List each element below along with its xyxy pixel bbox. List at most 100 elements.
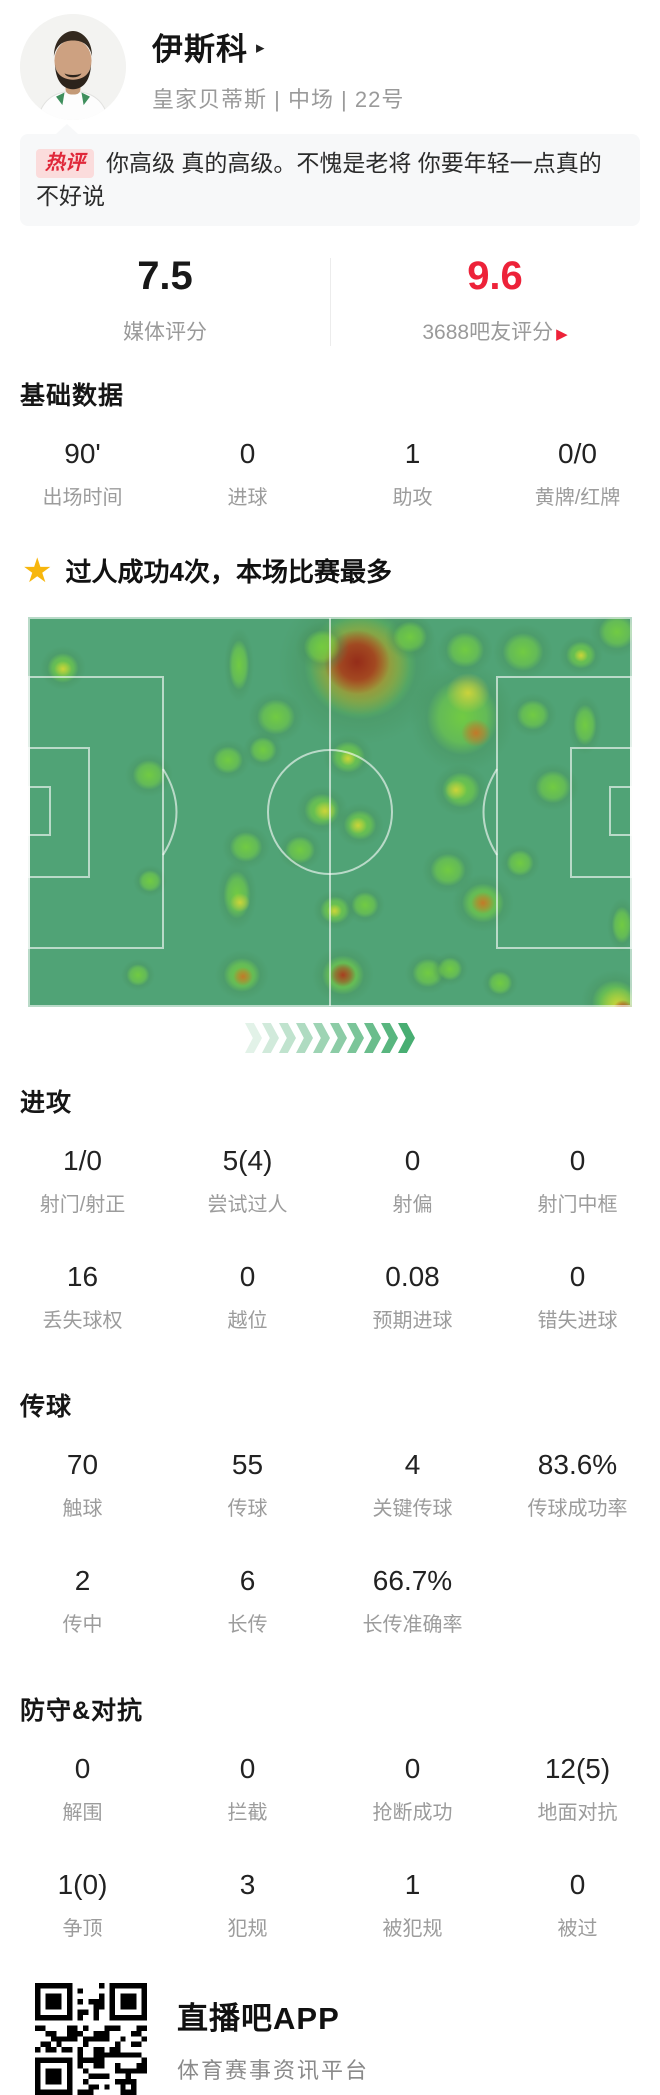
chevron-icon (313, 1023, 330, 1053)
stat-label: 犯规 (227, 1918, 268, 1940)
stat-value: 0 (239, 438, 256, 469)
stat-row: 16 丢失球权 0 越位 0.08 预期进球 0 错失进球 (0, 1261, 660, 1333)
stat-value: 55 (231, 1449, 264, 1480)
qr-code (35, 1983, 147, 2095)
fans-rating-value: 9.6 (467, 254, 523, 298)
stat-label: 被过 (557, 1918, 598, 1940)
player-avatar[interactable] (20, 14, 126, 120)
section-title-defense: 防守&对抗 (20, 1697, 144, 1725)
stat-犯规: 3 犯规 (165, 1869, 330, 1941)
chevron-icon (279, 1023, 296, 1053)
stat-关键传球: 4 关键传球 (330, 1449, 495, 1521)
chevron-icon (262, 1023, 279, 1053)
section-title-basic: 基础数据 (20, 382, 125, 410)
stat-value: 0 (404, 1753, 421, 1784)
stat-value: 0 (569, 1261, 586, 1292)
stat-label: 射偏 (392, 1194, 433, 1216)
stat-value: 1(0) (57, 1869, 108, 1900)
ratings-divider (330, 258, 331, 346)
stat-value: 0 (239, 1261, 256, 1292)
stat-value: 0.08 (385, 1261, 440, 1292)
stat-label: 长传 (227, 1614, 268, 1636)
stat-value: 66.7% (372, 1565, 453, 1596)
stat-label: 争顶 (62, 1918, 103, 1940)
stat-射偏: 0 射偏 (330, 1145, 495, 1217)
player-heatmap (28, 617, 632, 1007)
stat-value: 70 (66, 1449, 99, 1480)
stat-value: 1 (404, 1869, 421, 1900)
stat-label: 黄牌/红牌 (534, 487, 621, 509)
stat-label: 关键传球 (372, 1498, 453, 1520)
player-name: 伊斯科 (152, 32, 248, 67)
stat-value: 0/0 (558, 438, 597, 469)
stat-value: 2 (74, 1565, 91, 1596)
stat-尝试过人: 5(4) 尝试过人 (165, 1145, 330, 1217)
stat-label: 助攻 (392, 487, 433, 509)
section-defense: 防守&对抗 0 解围 0 拦截 0 抢断成功 12(5) 地面对抗 1(0) 争顶 3 犯规 1 被犯规 0 被… (0, 1691, 660, 1941)
stat-label: 长传准确率 (362, 1614, 463, 1636)
stat-row: 70 触球 55 传球 4 关键传球 83.6% 传球成功率 (0, 1449, 660, 1521)
media-rating: 7.5 媒体评分 (0, 254, 330, 346)
hot-comment-badge: 热评 (36, 149, 94, 178)
basic-data-section: 基础数据 90' 出场时间 0 进球 1 助攻 0/0 黄牌/红牌 (0, 376, 660, 510)
stat-label: 出场时间 (42, 487, 123, 509)
chevron-divider (245, 1023, 415, 1053)
stat-label: 预期进球 (372, 1310, 453, 1332)
stat-被犯规: 1 被犯规 (330, 1869, 495, 1941)
stat-label: 传中 (62, 1614, 103, 1636)
stat-预期进球: 0.08 预期进球 (330, 1261, 495, 1333)
stat-传球成功率: 83.6% 传球成功率 (495, 1449, 660, 1521)
fans-rating[interactable]: 9.6 3688吧友评分 ▶ (330, 254, 660, 346)
chevron-icon (296, 1023, 313, 1053)
stat-错失进球: 0 错失进球 (495, 1261, 660, 1333)
stat-射门/射正: 1/0 射门/射正 (0, 1145, 165, 1217)
stat-label: 射门/射正 (39, 1194, 126, 1216)
player-meta: 皇家贝蒂斯 | 中场 | 22号 (152, 87, 405, 112)
chevron-icon (364, 1023, 381, 1053)
stat-label: 解围 (62, 1802, 103, 1824)
stat-助攻: 1 助攻 (330, 438, 495, 510)
stat-value: 16 (66, 1261, 99, 1292)
chevron-icon (381, 1023, 398, 1053)
stat-传球: 55 传球 (165, 1449, 330, 1521)
hot-comment-text: 你高级 真的高级。不愧是老将 你要年轻一点真的不好说 (36, 150, 602, 209)
stat-row: 0 解围 0 拦截 0 抢断成功 12(5) 地面对抗 (0, 1753, 660, 1825)
player-header: 伊斯科 ▸ 皇家贝蒂斯 | 中场 | 22号 (0, 0, 660, 120)
footer-text: 直播吧APP 体育赛事资讯平台 (177, 1993, 369, 2085)
chevron-icon (245, 1023, 262, 1053)
stat-row: 2 传中 6 长传 66.7% 长传准确率 (0, 1565, 660, 1637)
stat-传中: 2 传中 (0, 1565, 165, 1637)
stat-sections: 进攻 1/0 射门/射正 5(4) 尝试过人 0 射偏 0 射门中框 16 丢失球权 0 越位 0.08 预… (0, 1083, 660, 1941)
pitch-lines (28, 617, 632, 1007)
stat-地面对抗: 12(5) 地面对抗 (495, 1753, 660, 1825)
section-title-attack: 进攻 (20, 1089, 73, 1117)
stat-丢失球权: 16 丢失球权 (0, 1261, 165, 1333)
stat-label: 丢失球权 (42, 1310, 123, 1332)
highlight-row: ★ 过人成功4次，本场比赛最多 (22, 552, 660, 589)
app-tagline: 体育赛事资讯平台 (177, 2058, 370, 2083)
stat-label: 尝试过人 (207, 1194, 288, 1216)
stat-label: 传球成功率 (527, 1498, 628, 1520)
section-basic: 基础数据 90' 出场时间 0 进球 1 助攻 0/0 黄牌/红牌 (0, 376, 660, 510)
caret-right-icon: ▸ (256, 38, 265, 57)
section-passing: 传球 70 触球 55 传球 4 关键传球 83.6% 传球成功率 2 传中 6 长传 66.7% 长传准确… (0, 1387, 660, 1637)
stat-value: 1/0 (63, 1145, 102, 1176)
stat-射门中框: 0 射门中框 (495, 1145, 660, 1217)
stat-empty (495, 1565, 660, 1637)
stat-被过: 0 被过 (495, 1869, 660, 1941)
stat-value: 12(5) (544, 1753, 611, 1784)
stat-value: 3 (239, 1869, 256, 1900)
stat-value: 5(4) (222, 1145, 273, 1176)
media-rating-label: 媒体评分 (123, 321, 207, 344)
stat-row: 1(0) 争顶 3 犯规 1 被犯规 0 被过 (0, 1869, 660, 1941)
stat-row: 1/0 射门/射正 5(4) 尝试过人 0 射偏 0 射门中框 (0, 1145, 660, 1217)
stat-value: 90' (64, 438, 101, 469)
stat-长传: 6 长传 (165, 1565, 330, 1637)
stat-解围: 0 解围 (0, 1753, 165, 1825)
fans-rating-label: 3688吧友评分 ▶ (422, 321, 568, 344)
player-name-row[interactable]: 伊斯科 ▸ (152, 24, 404, 69)
stat-label: 越位 (227, 1310, 268, 1332)
stat-黄牌/红牌: 0/0 黄牌/红牌 (495, 438, 660, 510)
chevron-icon (347, 1023, 364, 1053)
